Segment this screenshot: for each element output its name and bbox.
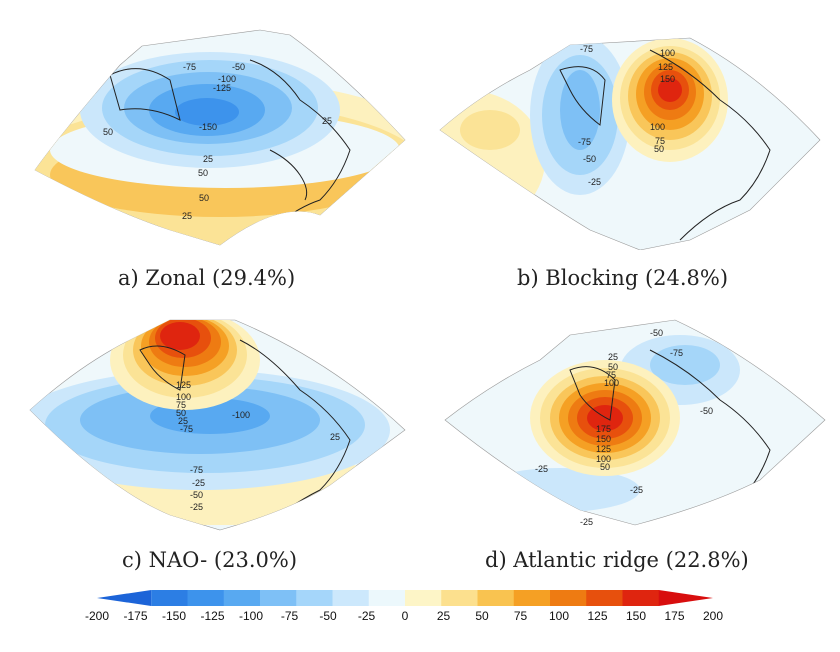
contour-label: -50 xyxy=(232,62,245,72)
colorbar-segment xyxy=(368,590,406,606)
contour-label: -100 xyxy=(218,74,236,84)
contour-label: 25 xyxy=(203,154,213,164)
contour-label: -150 xyxy=(199,122,217,132)
colorbar-tick-label: 200 xyxy=(703,609,723,623)
colorbar-segment xyxy=(622,590,660,606)
colorbar-tick-label: 0 xyxy=(402,609,409,623)
contour-label: 75 xyxy=(606,370,616,380)
colorbar-tick-label: 25 xyxy=(437,609,451,623)
contour-label: 150 xyxy=(596,434,611,444)
contour-label: -75 xyxy=(578,137,591,147)
colorbar-tick-label: -175 xyxy=(123,609,147,623)
contour-label: -50 xyxy=(650,328,663,338)
colorbar-tick-label: -75 xyxy=(281,609,299,623)
colorbar-segment xyxy=(513,590,551,606)
panel-d-caption: d) Atlantic ridge (22.8%) xyxy=(485,548,749,572)
contour-label: -75 xyxy=(180,424,193,434)
colorbar: -200 -175 -150 -125 -100 -75 -50 -25 0 25 50 75 100 1… xyxy=(85,590,723,623)
panel-b-caption: b) Blocking (24.8%) xyxy=(517,266,729,290)
colorbar-tick-label: 100 xyxy=(549,609,569,623)
colorbar-tick-label: -100 xyxy=(239,609,263,623)
colorbar-segment xyxy=(187,590,225,606)
panel-c-contour-labels: 125 100 75 50 25 -100 -75 -75 -25 -50 -2… xyxy=(176,380,340,512)
contour-label: -125 xyxy=(213,83,231,93)
colorbar-tick-label: 150 xyxy=(626,609,646,623)
contour-label: 125 xyxy=(176,380,191,390)
colorbar-segment xyxy=(405,590,442,606)
contour-label: 100 xyxy=(650,122,665,132)
contour-label: -25 xyxy=(535,464,548,474)
colorbar-segment xyxy=(586,590,623,606)
colorbar-tick-label: -150 xyxy=(162,609,186,623)
panel-b-contour-labels: -75 100 125 150 100 75 50 -75 -50 -25 xyxy=(578,44,675,187)
panel-a-caption: a) Zonal (29.4%) xyxy=(118,266,296,290)
colorbar-tick-label: -50 xyxy=(319,609,337,623)
contour-label: -25 xyxy=(588,177,601,187)
colorbar-segment xyxy=(260,590,297,606)
panel-b-map: -75 100 125 150 100 75 50 -75 -50 -25 xyxy=(439,37,821,250)
panel-a-contour-labels: -75 -50 -100 -125 -150 25 50 25 50 50 25 xyxy=(103,62,332,221)
colorbar-tick-label: -25 xyxy=(358,609,376,623)
contour-label: 25 xyxy=(182,211,192,221)
panel-c-caption: c) NAO- (23.0%) xyxy=(122,548,298,572)
contour-label: -25 xyxy=(192,478,205,488)
colorbar-tick-label: 75 xyxy=(514,609,528,623)
contour-label: -75 xyxy=(190,465,203,475)
colorbar-segment xyxy=(477,590,515,606)
contour-label: 50 xyxy=(608,362,618,372)
contour-label: 175 xyxy=(596,424,611,434)
colorbar-segment xyxy=(97,590,152,606)
contour-label: 125 xyxy=(658,62,673,72)
colorbar-segment xyxy=(550,590,587,606)
contour-label: 50 xyxy=(600,462,610,472)
contour-label: 100 xyxy=(176,392,191,402)
colorbar-segment xyxy=(223,590,261,606)
contour-label: -100 xyxy=(232,410,250,420)
contour-label: -25 xyxy=(630,485,643,495)
colorbar-segments xyxy=(97,590,713,606)
contour-label: -75 xyxy=(670,348,683,358)
contour-label: 75 xyxy=(176,400,186,410)
contour-label: 25 xyxy=(330,432,340,442)
contour-label: -50 xyxy=(190,490,203,500)
contour-label: -75 xyxy=(580,44,593,54)
panel-d-map: 25 50 75 100 175 150 125 100 50 -50 -75 … xyxy=(444,319,826,527)
contour-label: -50 xyxy=(583,154,596,164)
colorbar-segment xyxy=(332,590,370,606)
contour-label: -25 xyxy=(190,502,203,512)
colorbar-tick-label: 175 xyxy=(664,609,684,623)
contour-label: 50 xyxy=(199,193,209,203)
contour-label: -75 xyxy=(183,62,196,72)
contour-label: 25 xyxy=(608,352,618,362)
contour-label: 100 xyxy=(660,48,675,58)
colorbar-segment xyxy=(441,590,478,606)
colorbar-tick-label: 50 xyxy=(475,609,489,623)
contour-label: 100 xyxy=(596,454,611,464)
panel-d-contour-labels: 25 50 75 100 175 150 125 100 50 -50 -75 … xyxy=(535,328,713,527)
colorbar-tick-label: -125 xyxy=(200,609,224,623)
contour-label: -50 xyxy=(700,406,713,416)
contour-label: -25 xyxy=(580,517,593,527)
panel-c-map: 125 100 75 50 25 -100 -75 -75 -25 -50 -2… xyxy=(29,319,406,531)
panel-a-map: -75 -50 -100 -125 -150 25 50 25 50 50 25 xyxy=(34,29,406,246)
colorbar-segment xyxy=(151,590,188,606)
contour-label: 50 xyxy=(198,168,208,178)
colorbar-segment xyxy=(296,590,333,606)
contour-label: 75 xyxy=(655,136,665,146)
contour-label: 50 xyxy=(654,144,664,154)
colorbar-tick-label: -200 xyxy=(85,609,109,623)
colorbar-tick-labels: -200 -175 -150 -125 -100 -75 -50 -25 0 25 50 75 100 1… xyxy=(85,609,723,623)
contour-label: 100 xyxy=(604,378,619,388)
contour-label: 125 xyxy=(596,444,611,454)
contour-label: 50 xyxy=(103,127,113,137)
contour-label: 50 xyxy=(176,408,186,418)
contour-label: 150 xyxy=(660,74,675,84)
colorbar-segment xyxy=(658,590,713,606)
contour-label: 25 xyxy=(178,416,188,426)
colorbar-tick-label: 125 xyxy=(587,609,607,623)
contour-label: 25 xyxy=(322,116,332,126)
